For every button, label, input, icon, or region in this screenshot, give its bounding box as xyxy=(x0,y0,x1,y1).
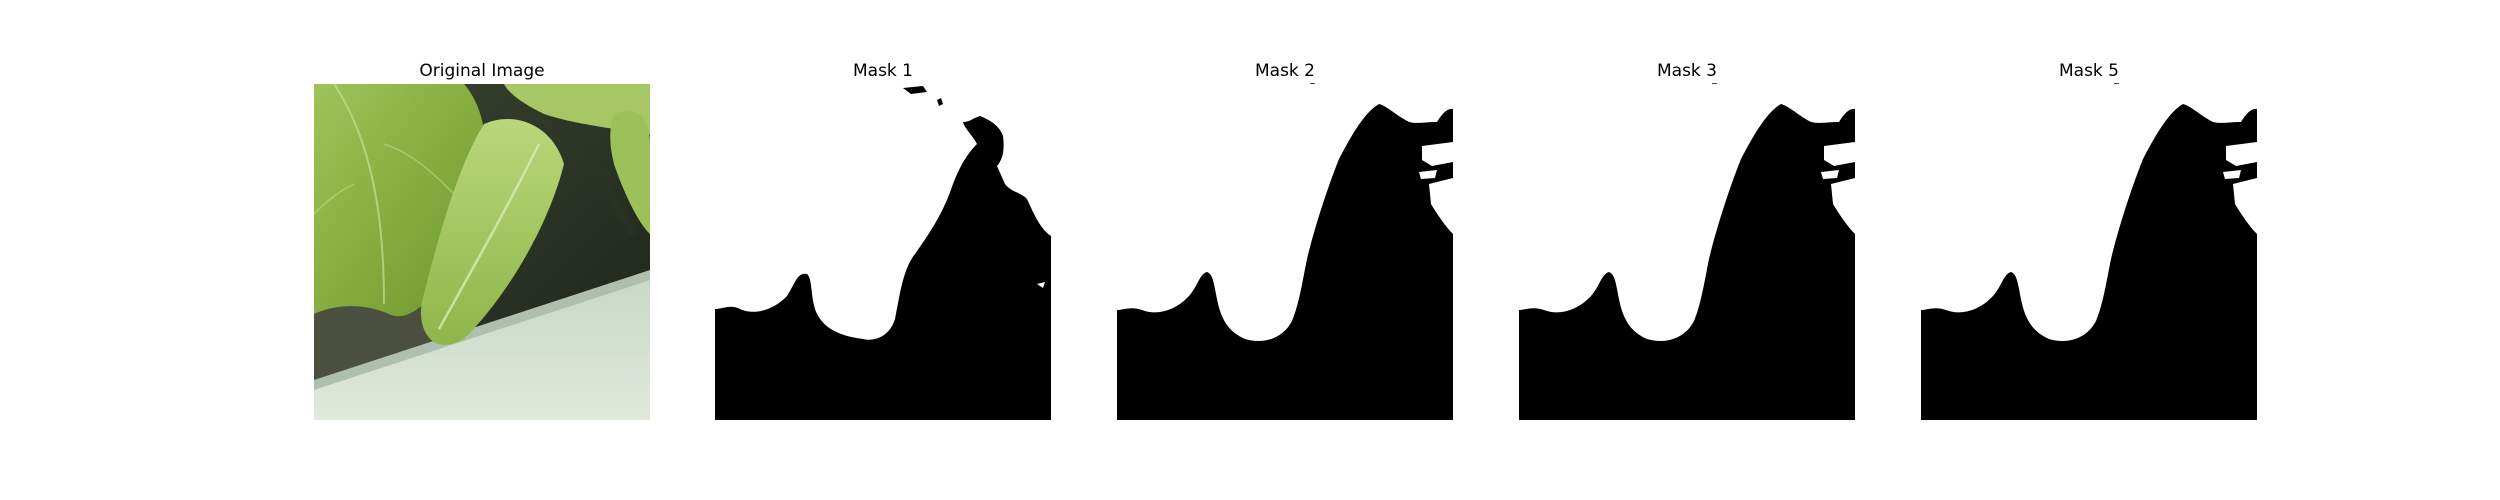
panel-mask-2: Mask 2 xyxy=(1117,58,1453,420)
panel-original-image: Original Image xyxy=(314,58,650,420)
panel-mask-5: Mask 5 xyxy=(1921,58,2257,420)
panel-title: Mask 3 xyxy=(1656,61,1717,81)
panel-title: Mask 1 xyxy=(852,61,913,81)
mask-image xyxy=(1519,84,1855,420)
panel-title: Original Image xyxy=(419,61,545,81)
mask-image xyxy=(1117,84,1453,420)
panel-mask-1: Mask 1 xyxy=(715,58,1051,420)
panel-title: Mask 5 xyxy=(2058,61,2119,81)
panel-mask-3: Mask 3 xyxy=(1519,58,1855,420)
panel-title: Mask 2 xyxy=(1254,61,1315,81)
mask-image xyxy=(715,84,1051,420)
mask-image xyxy=(1921,84,2257,420)
original-image xyxy=(314,84,650,420)
